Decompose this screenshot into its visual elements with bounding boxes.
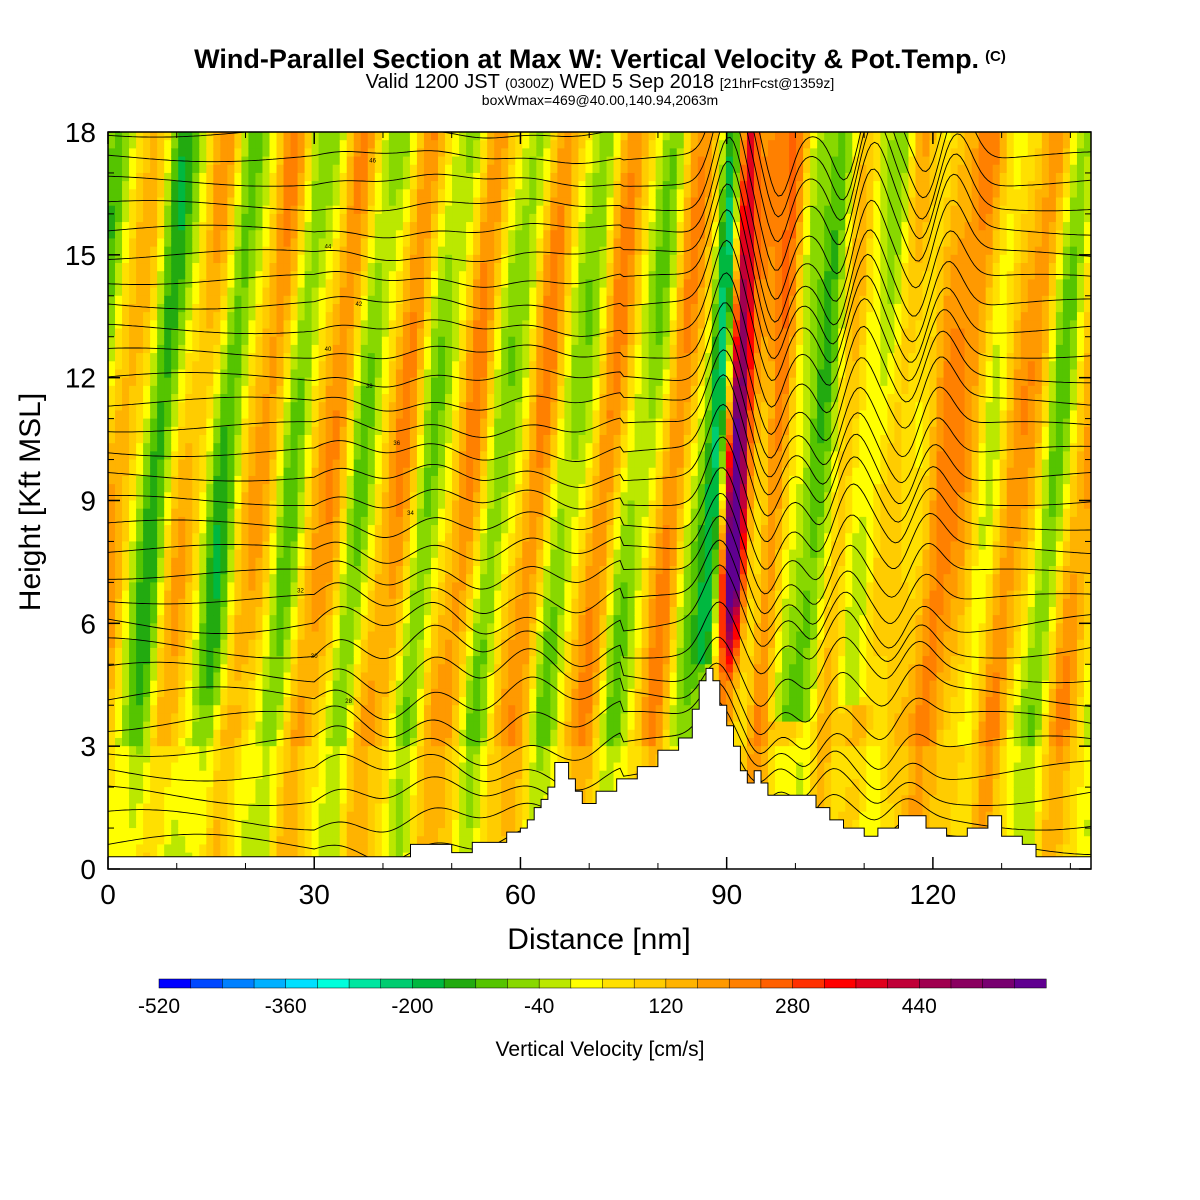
colorbar-swatch <box>507 978 540 989</box>
colorbar-tick-label: -520 <box>137 995 181 1018</box>
colorbar-swatch <box>633 978 667 989</box>
colorbar-swatch <box>982 978 1015 989</box>
y-tick-label: 9 <box>80 486 96 517</box>
contour-label: 30 <box>311 654 318 660</box>
contour-label: 46 <box>369 159 376 165</box>
valid-date: WED 5 Sep 2018 <box>559 71 715 93</box>
chart-title: Wind-Parallel Section at Max W: Vertical… <box>194 44 1006 74</box>
colorbar-swatch <box>665 978 699 989</box>
terrain <box>107 667 1092 870</box>
colorbar-tick-label: 440 <box>901 995 937 1018</box>
x-axis-label: Distance [nm] <box>507 923 690 956</box>
colorbar-swatch <box>855 978 889 989</box>
x-tick-label: 120 <box>910 879 957 910</box>
chart-subtitle: Valid 1200 JST (0300Z) WED 5 Sep 2018 [2… <box>0 72 1200 93</box>
colorbar-swatch <box>792 978 825 989</box>
y-tick-label: 6 <box>80 608 96 639</box>
valid-prefix: Valid 1200 JST <box>365 71 500 93</box>
contour-label: 28 <box>345 699 352 705</box>
colorbar-swatch <box>412 978 445 989</box>
contour-label: 34 <box>407 511 414 517</box>
y-tick-label: 3 <box>80 731 96 762</box>
colorbar-swatch <box>919 978 952 989</box>
colorbar-swatch <box>222 978 255 989</box>
y-tick-label: 18 <box>65 117 96 148</box>
colorbar-swatch <box>1014 978 1047 989</box>
contour-label: 38 <box>366 384 373 390</box>
contour-label: 32 <box>297 589 304 595</box>
colorbar <box>158 978 1047 989</box>
utc-time: (0300Z) <box>505 75 555 91</box>
x-tick-label: 60 <box>505 879 536 910</box>
colorbar-swatch <box>950 978 984 989</box>
colorbar-swatch <box>887 978 920 989</box>
colorbar-tick-label: -200 <box>391 995 434 1018</box>
forecast-info: [21hrFcst@1359z] <box>719 75 835 91</box>
colorbar-tick-label: -40 <box>523 995 555 1018</box>
colorbar-swatch <box>697 978 730 989</box>
box-info: boxWmax=469@40.00,140.94,2063m <box>481 92 719 108</box>
colorbar-tick-label: 120 <box>648 995 684 1018</box>
velocity-field <box>108 132 1091 869</box>
y-tick-label: 12 <box>65 363 96 394</box>
colorbar-tick-label: -360 <box>264 995 307 1018</box>
y-tick-label: 15 <box>65 240 96 271</box>
x-tick-label: 0 <box>100 879 116 910</box>
colorbar-swatch <box>602 978 635 989</box>
contour-label: 40 <box>325 347 332 353</box>
contour-label: 36 <box>393 441 400 447</box>
colorbar-swatch <box>570 978 604 989</box>
colorbar-swatch <box>158 978 192 989</box>
x-tick-label: 30 <box>299 879 330 910</box>
colorbar-swatch <box>728 978 762 989</box>
copyright-mark: (C) <box>985 48 1006 65</box>
colorbar-label: Vertical Velocity [cm/s] <box>495 1038 705 1061</box>
contour-label: 42 <box>356 302 363 308</box>
colorbar-swatch <box>824 978 857 989</box>
colorbar-swatch <box>380 978 413 989</box>
y-axis-label: Height [Kft MSL] <box>14 393 47 611</box>
colorbar-swatch <box>253 978 287 989</box>
colorbar-swatch <box>538 978 572 989</box>
colorbar-swatch <box>317 978 350 989</box>
contour-label: 44 <box>325 245 332 251</box>
colorbar-swatch <box>760 978 794 989</box>
colorbar-swatch <box>443 978 477 989</box>
colorbar-swatch <box>190 978 223 989</box>
y-tick-label: 0 <box>80 854 96 885</box>
colorbar-swatch <box>475 978 509 989</box>
colorbar-swatch <box>348 978 382 989</box>
colorbar-swatch <box>285 978 318 989</box>
colorbar-tick-label: 280 <box>775 995 811 1018</box>
x-tick-label: 90 <box>711 879 742 910</box>
